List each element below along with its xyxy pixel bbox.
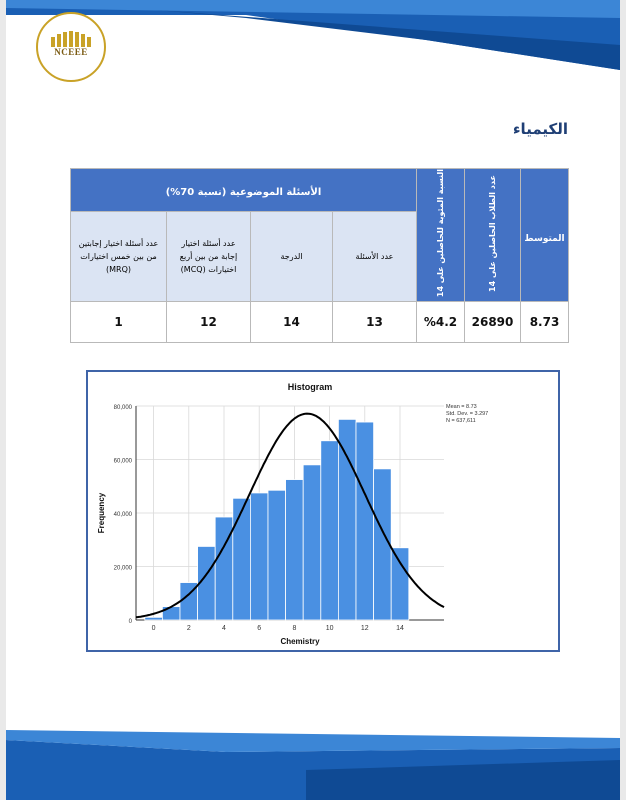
value-percent: %4.2 xyxy=(416,301,465,344)
x-axis-title: Chemistry xyxy=(280,637,320,646)
histogram-frame: 0 20,000 40,000 60,000 80,000 0 2 4 6 8 10 12 14 Hist… xyxy=(86,370,560,652)
histogram-bar xyxy=(267,489,287,621)
value-average: 8.73 xyxy=(520,301,569,344)
header-objective-questions: الأسئلة الموضوعية (نسبة 70%) xyxy=(70,168,417,212)
y-axis-title: Frequency xyxy=(97,492,106,533)
histogram-bar xyxy=(355,421,375,621)
stats-label: Std. Dev. = 3.297 xyxy=(446,411,488,417)
x-tick-label: 14 xyxy=(396,625,404,632)
y-tick-label: 60,000 xyxy=(114,459,133,465)
subject-title: الكيمياء xyxy=(512,120,568,138)
page: NCEEE الكيمياء المتوسط عدد الطلاب الحاصل… xyxy=(6,0,620,800)
header-students-count: عدد الطلاب الحاصلين على 14 xyxy=(464,167,521,303)
organization-logo: NCEEE xyxy=(36,12,106,82)
histogram-bar xyxy=(162,606,181,621)
histogram-bar xyxy=(337,418,357,621)
histogram-bar xyxy=(373,468,392,621)
histogram-bar xyxy=(285,479,304,621)
histogram-bar xyxy=(232,497,251,621)
stats-label: N = 637,611 xyxy=(446,418,476,424)
header-mcq: عدد أسئلة اختيار إجابة من بين أربع اختيا… xyxy=(166,210,251,303)
y-tick-label: 80,000 xyxy=(114,405,133,411)
chart-title: Histogram xyxy=(288,382,333,392)
header-average: المتوسط xyxy=(520,167,569,303)
logo-text: NCEEE xyxy=(54,47,88,57)
x-tick-label: 10 xyxy=(326,625,334,632)
summary-table: المتوسط عدد الطلاب الحاصلين على 14 النسب… xyxy=(70,167,569,344)
value-mcq: 12 xyxy=(166,301,251,344)
histogram-chart: 0 20,000 40,000 60,000 80,000 0 2 4 6 8 10 12 14 Hist… xyxy=(97,382,488,646)
header-percent: النسبة المئوية للحاصلين على 14 xyxy=(416,167,465,303)
header-questions-count: عدد الأسئلة xyxy=(332,210,417,303)
histogram-bar xyxy=(390,547,410,621)
header-banner xyxy=(6,0,620,90)
header-score: الدرجة xyxy=(250,210,333,303)
x-tick-label: 8 xyxy=(292,625,296,632)
logo-emblem-icon xyxy=(51,31,91,47)
footer-banner xyxy=(6,730,620,800)
stats-label: Mean = 8.73 xyxy=(446,404,477,410)
x-tick-label: 0 xyxy=(152,625,156,632)
x-tick-label: 12 xyxy=(361,625,369,632)
value-mrq: 1 xyxy=(70,301,167,344)
y-tick-label: 20,000 xyxy=(114,566,133,572)
normal-curve xyxy=(135,412,445,619)
histogram-bar xyxy=(144,616,163,621)
x-tick-label: 4 xyxy=(222,625,226,632)
header-mrq: عدد أسئلة اختيار إجابتين من بين خمس اختي… xyxy=(70,210,167,303)
histogram-bar xyxy=(302,464,322,621)
histogram-bar xyxy=(320,440,339,621)
histogram-bar xyxy=(249,492,269,621)
x-tick-label: 2 xyxy=(187,625,191,632)
value-questions-count: 13 xyxy=(332,301,417,344)
y-tick-label: 40,000 xyxy=(114,512,133,518)
x-tick-label: 6 xyxy=(257,625,261,632)
value-score: 14 xyxy=(250,301,333,344)
y-tick-label: 0 xyxy=(129,619,133,625)
value-students-count: 26890 xyxy=(464,301,521,344)
